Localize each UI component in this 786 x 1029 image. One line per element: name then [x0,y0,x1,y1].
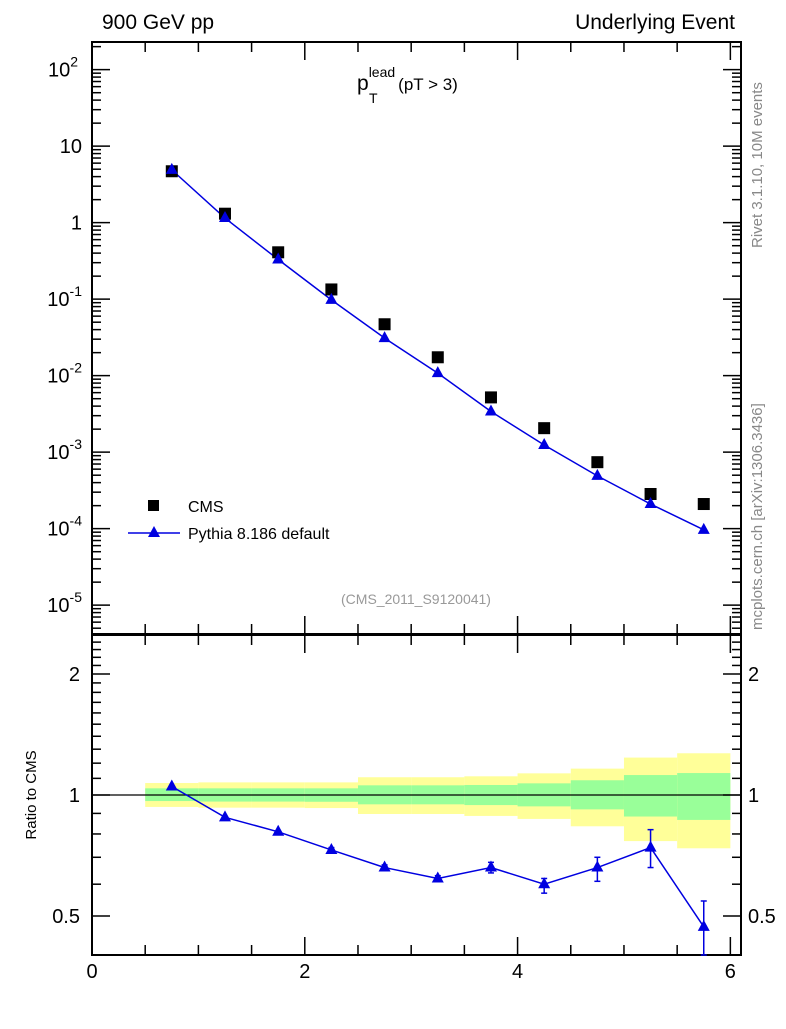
ratio-y-tick-label-right: 0.5 [748,906,776,928]
watermark: (CMS_2011_S9120041) [341,591,491,607]
cms-point [697,498,710,511]
mc-point [272,252,285,264]
cms-point [325,283,338,296]
mc-point [378,331,391,343]
x-tick-label: 2 [299,961,310,983]
mc-point [165,162,178,174]
main-title-sub: T [369,90,378,106]
band-green [623,775,678,817]
ratio-point [165,779,178,791]
y-tick-label: 1 [71,213,82,235]
cms-point [484,391,497,404]
ratio-point [697,919,710,931]
y-tick-label: 10 [60,136,82,158]
mc-point [591,468,604,480]
mc-point [218,211,231,223]
mc-point [697,522,710,534]
legend-mc-marker [148,526,160,537]
mc-point [644,497,657,509]
legend: CMS Pythia 8.186 default [128,499,330,543]
y-tick-label: 102 [48,54,78,82]
mc-point [538,438,551,450]
ratio-point [591,860,604,872]
main-title: plead(pT > 3) [357,64,458,95]
ratio-y-tick-label: 2 [69,664,80,686]
ratio-y-tick-label-right: 1 [748,785,759,807]
header-right: Underlying Event [575,11,735,34]
ratio-point [484,860,497,872]
mcplots-label: mcplots.cern.ch [arXiv:1306.3436] [749,403,766,630]
ratio-point [431,871,444,883]
x-tick-label: 4 [512,961,523,983]
ratio-panel: 0 2 4 6 0.5 0.5 1 1 2 2 [52,634,776,983]
band-green [677,773,731,820]
header-left: 900 GeV pp [102,11,214,34]
cms-point [644,487,657,500]
ratio-y-tick-label-right: 2 [748,664,759,686]
y-tick-label: 10-4 [47,513,82,541]
cms-point [272,246,285,259]
cms-point [431,351,444,364]
ratio-y-tick-label: 1 [69,785,80,807]
y-tick-label: 10-5 [47,589,82,617]
cms-point [538,422,551,435]
y-tick-label: 10-2 [47,360,82,388]
mc-point [325,292,338,304]
legend-cms-label: CMS [188,499,224,516]
ratio-point [538,877,551,889]
main-frame [91,41,742,635]
rivet-label: Rivet 3.1.10, 10M events [749,82,766,248]
mc-point [431,366,444,378]
ratio-point [644,840,657,852]
x-tick-label: 6 [725,961,736,983]
ratio-y-tick-label: 0.5 [52,906,80,928]
cms-point [591,456,604,469]
mc-line [171,169,705,531]
x-tick-label: 0 [86,961,97,983]
ratio-point [272,824,285,836]
ratio-ylabel: Ratio to CMS [23,750,40,839]
main-panel: 10-5 10-4 10-3 10-2 10-1 1 10 102 [47,41,742,955]
cms-point [378,318,391,331]
legend-mc-label: Pythia 8.186 default [188,526,330,543]
ratio-point [218,810,231,822]
mc-point [484,404,497,416]
ratio-point [378,860,391,872]
legend-cms-marker [148,500,159,511]
y-tick-label: 10-1 [47,283,82,311]
y-tick-label: 10-3 [47,436,82,464]
ratio-point [325,842,338,854]
